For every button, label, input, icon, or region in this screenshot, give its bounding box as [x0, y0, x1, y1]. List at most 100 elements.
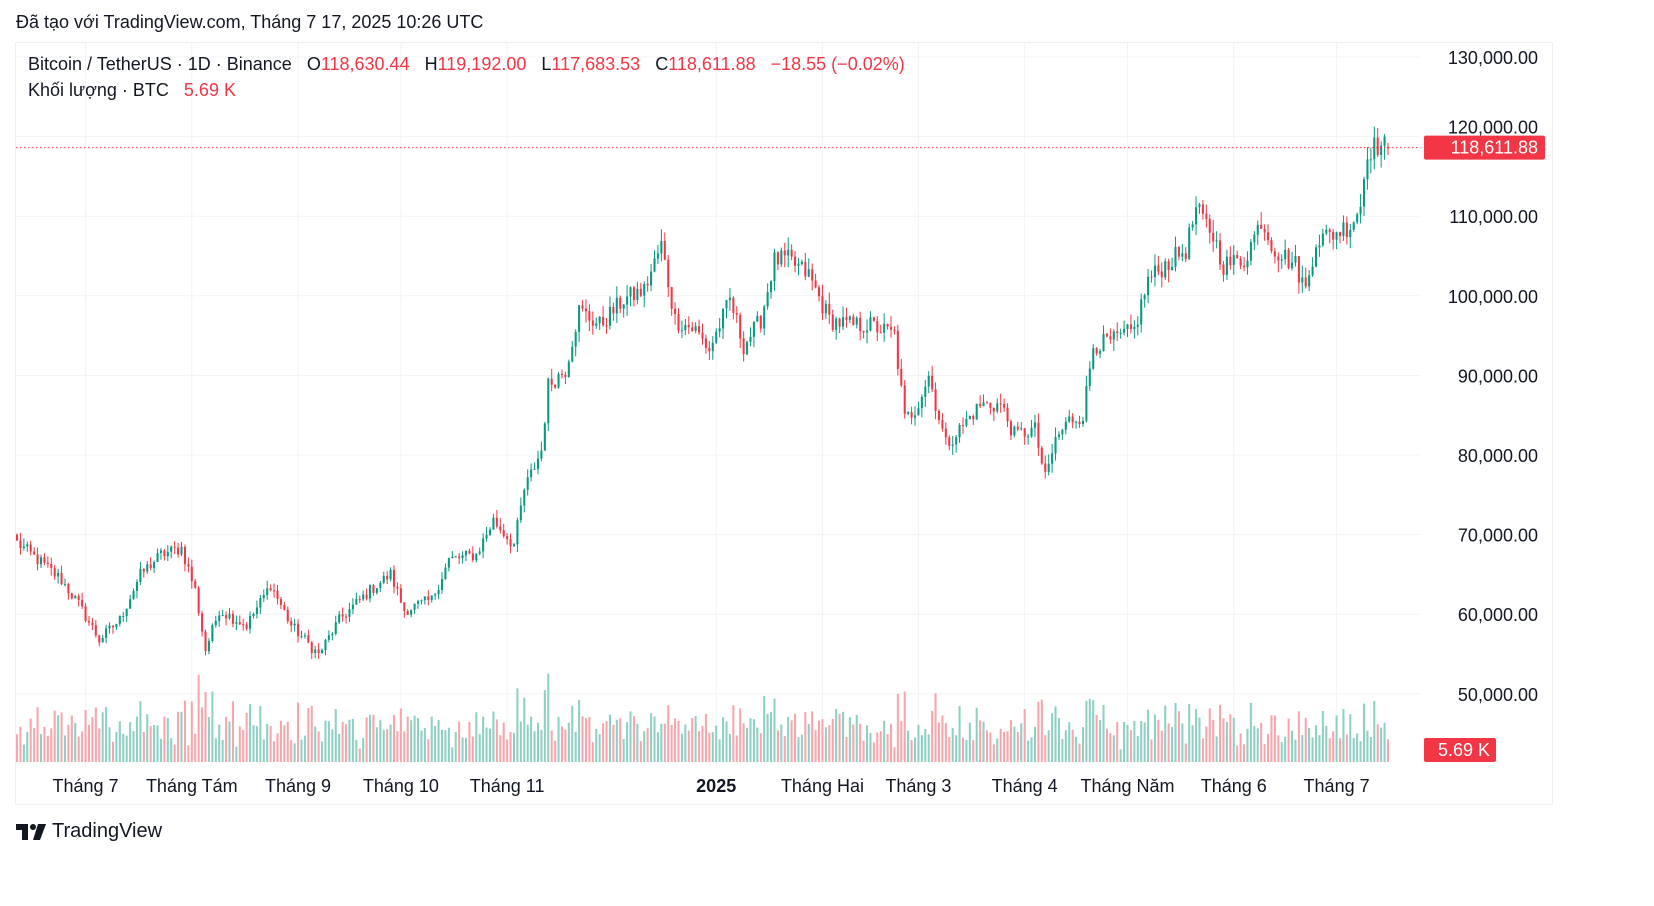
candle-body — [646, 283, 649, 286]
volume-bar — [1342, 709, 1345, 762]
time-tick-label: Tháng 9 — [265, 776, 331, 796]
volume-bar — [338, 734, 341, 762]
candle-body — [650, 271, 653, 286]
candle-body — [204, 631, 207, 652]
volume-bar — [57, 715, 60, 762]
tradingview-logo[interactable]: TradingView — [16, 820, 162, 843]
volume-bar — [1294, 739, 1297, 762]
volume-bar — [1362, 703, 1366, 762]
volume-bar — [865, 725, 869, 762]
volume-bar — [615, 719, 618, 762]
volume-bar — [821, 719, 824, 762]
time-tick-label: 2025 — [696, 776, 736, 796]
candle-body — [197, 587, 200, 614]
volume-bar — [684, 724, 687, 762]
candle-body — [704, 338, 707, 348]
volume-bar — [502, 722, 505, 762]
candle-body — [1311, 266, 1314, 276]
volume-bar — [941, 715, 944, 762]
volume-bar — [1140, 720, 1143, 762]
volume-bar — [759, 733, 762, 762]
volume-bar — [1373, 701, 1376, 762]
candle-body — [33, 551, 36, 555]
volume-bar — [889, 724, 893, 762]
volume-bar — [201, 707, 204, 762]
volume-bar — [728, 734, 731, 762]
volume-bar — [578, 700, 581, 762]
candle-body — [307, 635, 310, 643]
candle-body — [917, 408, 920, 416]
candle-body — [889, 326, 893, 330]
candle-body — [968, 416, 971, 420]
chart-frame[interactable] — [15, 42, 1553, 805]
candle-body — [835, 318, 838, 330]
volume-bar — [60, 712, 63, 762]
candle-body — [63, 583, 67, 585]
candle-body — [406, 611, 409, 615]
volume-bar — [554, 740, 557, 762]
volume-bar — [608, 714, 611, 762]
price-tick-label: 50,000.00 — [1458, 685, 1538, 705]
volume-bar — [221, 740, 224, 762]
volume-bar — [526, 724, 529, 762]
volume-bar — [399, 708, 402, 762]
candle-body — [29, 544, 32, 552]
volume-bar — [1088, 698, 1091, 762]
volume-bar — [1325, 725, 1328, 762]
candle-body — [948, 437, 951, 446]
volume-bar — [211, 691, 214, 762]
volume-bar — [190, 701, 193, 762]
volume-bar — [495, 719, 498, 762]
volume-title[interactable]: Khối lượng · BTC — [28, 80, 169, 100]
volume-bar — [893, 747, 896, 762]
candle-body — [790, 249, 793, 257]
candle-body — [540, 450, 543, 459]
volume-bar — [831, 718, 834, 762]
candle-body — [1129, 324, 1132, 329]
volume-bar — [523, 697, 526, 762]
candle-body — [207, 640, 210, 652]
candle-body — [1009, 421, 1013, 436]
candle-body — [180, 546, 183, 555]
volume-bar — [797, 737, 800, 762]
volume-bar — [362, 738, 365, 762]
symbol-title[interactable]: Bitcoin / TetherUS · 1D · Binance — [28, 54, 292, 74]
volume-bar — [163, 716, 166, 762]
candle-body — [440, 579, 444, 591]
candle-body — [715, 331, 718, 343]
volume-bar — [951, 727, 954, 762]
candle-body — [883, 323, 886, 333]
volume-bar — [22, 744, 25, 762]
candle-body — [571, 346, 574, 362]
volume-bar — [1212, 719, 1215, 762]
volume-bar — [235, 746, 238, 762]
candle-body — [1184, 253, 1187, 259]
volume-bar — [979, 720, 982, 762]
candle-body — [1147, 276, 1150, 296]
volume-bar — [1171, 727, 1174, 762]
volume-bar — [715, 725, 718, 762]
candle-body — [794, 256, 797, 266]
candle-body — [828, 303, 831, 315]
volume-bar — [1136, 736, 1139, 762]
candle-body — [1157, 265, 1160, 272]
volume-bar — [547, 673, 550, 762]
volume-bar — [464, 737, 468, 762]
volume-bar — [955, 735, 958, 762]
volume-bar — [1280, 741, 1283, 762]
candle-body — [1321, 233, 1324, 246]
volume-bar — [1023, 709, 1026, 762]
volume-bar — [382, 730, 385, 762]
candle-body — [194, 581, 197, 588]
volume-bar — [444, 730, 447, 762]
volume-bar — [968, 722, 971, 762]
volume-bar — [958, 706, 961, 762]
candle-body — [804, 261, 807, 277]
volume-badge-label: 5.69 K — [1438, 740, 1490, 760]
volume-bar — [447, 727, 450, 762]
volume-bar — [156, 725, 159, 762]
volume-bar — [708, 732, 711, 762]
volume-bar — [1133, 720, 1136, 762]
volume-bar — [687, 730, 690, 762]
